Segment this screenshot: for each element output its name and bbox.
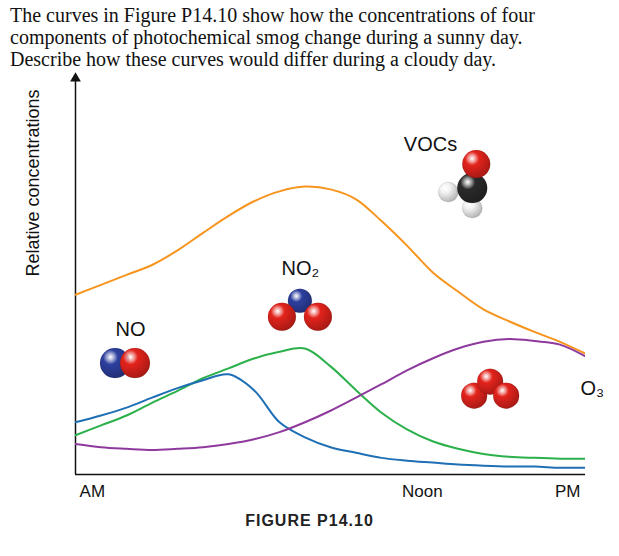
svg-text:PM: PM [555, 482, 581, 501]
svg-text:Noon: Noon [402, 482, 443, 501]
svg-text:NO: NO [116, 318, 146, 340]
html-text:FIGURE P14.10: FIGURE P14.10 [245, 512, 374, 529]
svg-text:AM: AM [80, 482, 106, 501]
svg-text:NO₂: NO₂ [282, 257, 320, 279]
svg-text:Relative concentrations: Relative concentrations [23, 89, 43, 276]
svg-text:O₃: O₃ [580, 377, 604, 399]
html-text:The curves in Figure P14.10 sh: The curves in Figure P14.10 show how the… [10, 4, 535, 70]
svg-text:VOCs: VOCs [404, 133, 457, 155]
